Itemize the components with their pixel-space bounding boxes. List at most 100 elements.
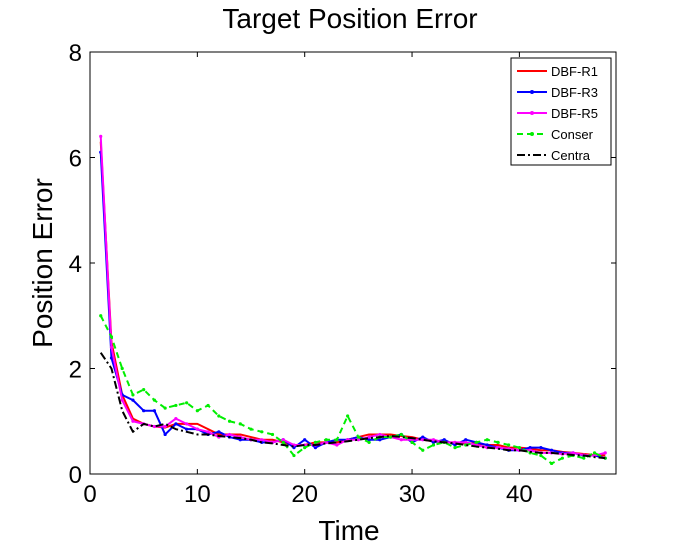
- data-point: [131, 393, 135, 397]
- data-point: [303, 438, 307, 442]
- data-point: [431, 443, 436, 447]
- data-point: [238, 422, 242, 426]
- legend-label: DBF-R1: [551, 64, 598, 79]
- data-point: [152, 398, 157, 402]
- y-tick-label: 4: [69, 251, 82, 278]
- legend-box: [510, 57, 612, 166]
- data-point: [109, 345, 114, 349]
- data-point: [195, 409, 199, 413]
- y-axis-label: Position Error: [27, 178, 58, 348]
- data-point: [431, 440, 436, 444]
- data-point: [399, 438, 403, 442]
- data-point: [185, 427, 189, 431]
- data-point: [142, 409, 146, 413]
- data-point: [260, 430, 264, 434]
- legend-item: DBF-R5: [517, 106, 598, 121]
- series-group: [99, 134, 607, 466]
- series-line: [99, 315, 606, 465]
- data-point: [227, 432, 232, 437]
- data-point: [131, 419, 135, 423]
- data-point: [281, 440, 285, 444]
- data-point: [185, 422, 189, 426]
- data-point: [152, 409, 157, 413]
- data-point: [185, 401, 189, 405]
- data-point: [335, 438, 339, 442]
- data-point: [206, 403, 210, 408]
- data-point: [592, 451, 597, 455]
- y-tick-label: 6: [69, 146, 82, 173]
- data-point: [485, 438, 489, 442]
- x-tick-label: 20: [291, 481, 318, 508]
- data-point: [292, 453, 296, 458]
- legend-item: Centra: [517, 148, 591, 163]
- data-point: [399, 432, 403, 437]
- data-point: [496, 440, 500, 444]
- legend-marker: [530, 132, 534, 136]
- data-point: [421, 448, 425, 452]
- data-point: [378, 438, 382, 442]
- data-point: [109, 335, 114, 339]
- plot-frame: [89, 51, 617, 475]
- data-point: [485, 443, 489, 447]
- data-point: [571, 451, 575, 455]
- data-point: [313, 446, 318, 450]
- axis-ticks: 0 10 20 30 40 0 2 4 6 8: [69, 40, 616, 508]
- legend: DBF-R1 DBF-R3 DBF-R5 Conser Centra: [510, 57, 612, 166]
- data-point: [163, 406, 167, 410]
- data-point: [335, 443, 339, 447]
- legend-item: DBF-R3: [517, 85, 598, 100]
- legend-label: Conser: [551, 127, 594, 142]
- data-point: [270, 432, 275, 437]
- data-point: [582, 456, 586, 460]
- legend-marker: [530, 111, 534, 115]
- data-point: [560, 456, 564, 460]
- chart-title: Target Position Error: [222, 3, 477, 34]
- data-point: [142, 388, 146, 392]
- x-tick-label: 0: [83, 481, 96, 508]
- data-point: [367, 440, 371, 444]
- data-point: [507, 443, 511, 447]
- data-point: [163, 424, 167, 429]
- data-point: [152, 424, 157, 429]
- legend-label: DBF-R3: [551, 85, 598, 100]
- data-point: [324, 440, 328, 444]
- data-point: [549, 461, 554, 466]
- data-point: [120, 366, 124, 371]
- data-point: [303, 446, 307, 450]
- data-point: [313, 440, 318, 444]
- y-tick-label: 2: [69, 357, 82, 384]
- data-point: [174, 403, 178, 408]
- x-axis-label: Time: [318, 515, 379, 546]
- data-point: [99, 314, 103, 318]
- data-point: [453, 446, 457, 450]
- legend-label: Centra: [551, 148, 591, 163]
- legend-item: Conser: [517, 127, 594, 142]
- data-point: [324, 438, 328, 442]
- series-line: [99, 352, 606, 460]
- data-point: [549, 448, 554, 452]
- series-centra: [99, 352, 606, 460]
- x-tick-label: 30: [399, 481, 426, 508]
- data-point: [517, 446, 521, 450]
- data-point: [217, 414, 221, 418]
- data-point: [174, 422, 178, 426]
- data-point: [539, 453, 543, 458]
- legend-label: DBF-R5: [551, 106, 598, 121]
- data-point: [528, 446, 532, 450]
- data-point: [378, 432, 382, 437]
- data-point: [227, 419, 232, 423]
- data-point: [217, 430, 221, 434]
- data-point: [356, 435, 360, 439]
- data-point: [603, 451, 607, 455]
- data-point: [474, 440, 479, 444]
- data-point: [421, 435, 425, 439]
- data-point: [367, 438, 371, 442]
- data-point: [410, 440, 414, 444]
- data-point: [195, 427, 199, 431]
- data-point: [431, 438, 436, 442]
- data-point: [442, 438, 446, 442]
- x-tick-label: 40: [506, 481, 533, 508]
- data-point: [131, 398, 135, 402]
- data-point: [346, 414, 350, 418]
